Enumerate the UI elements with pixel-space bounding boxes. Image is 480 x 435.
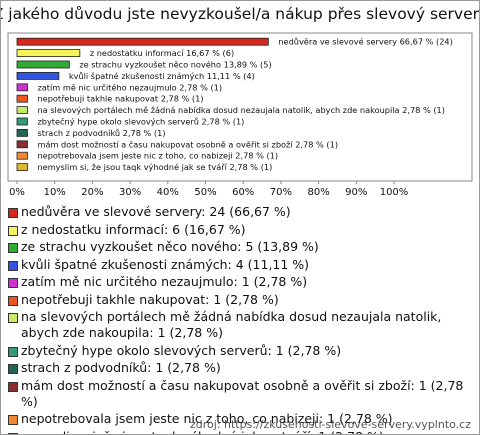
bar-label: nemyslim si, že jsou taqk výhodné jak se…	[37, 162, 272, 172]
bar	[16, 72, 60, 80]
legend-swatch	[8, 346, 18, 357]
bar	[16, 49, 81, 57]
legend-label: ze strachu vyzkoušet něco nového: 5 (13,…	[21, 239, 319, 254]
bar-label: nepotřebuji takhle nakupovat 2,78 % (1)	[37, 94, 203, 104]
bar	[16, 151, 28, 160]
legend-label: na slevových portálech mě žádná nabídka …	[21, 309, 442, 340]
legend-label: z nedostatku informací: 6 (16,67 %)	[21, 221, 246, 237]
legend-item: nepotrebovala jsem jeste nic z toho, co …	[7, 411, 471, 427]
legend-item: ze strachu vyzkoušet něco nového: 5 (13,…	[7, 239, 471, 255]
bar-label: zbytečný hype okolo slevových serverů 2,…	[37, 117, 244, 127]
legend-item: nedůvěra ve slevové servery: 24 (66,67 %…	[7, 204, 471, 220]
legend-item: nepotřebuji takhle nakupovat: 1 (2,78 %)	[7, 292, 471, 308]
legend-swatch	[8, 381, 18, 392]
legend-swatch	[8, 278, 18, 288]
x-tick-label: 20%	[81, 187, 103, 198]
x-tick-label: 60%	[232, 187, 254, 198]
legend-label: zatím mě nic určitého nezaujmulo: 1 (2,7…	[21, 274, 308, 289]
bar-label: ze strachu vyzkoušet něco nového 13,89 %…	[79, 60, 271, 70]
legend-label: kvůli špatné zkušenosti známých: 4 (11,1…	[21, 256, 310, 272]
bar	[16, 117, 28, 126]
bar	[16, 83, 28, 92]
x-tick-label: 80%	[307, 187, 329, 198]
legend-item: strach z podvodníků: 1 (2,78 %)	[7, 360, 471, 376]
x-tick-label: 50%	[194, 187, 216, 198]
legend-swatch	[8, 313, 18, 323]
legend-swatch	[8, 225, 18, 236]
legend-swatch	[8, 295, 18, 306]
bar-label: nedůvěra ve slevové servery 66,67 % (24)	[278, 37, 452, 47]
chart-title: Z jakého důvodu jste nevyzkoušel/a nákup…	[1, 5, 479, 23]
legend-label: mám dost možností a času nakupovat osobn…	[21, 377, 464, 409]
bar	[16, 94, 28, 103]
legend-swatch	[8, 243, 18, 253]
legend-item: na slevových portálech mě žádná nabídka …	[7, 309, 471, 341]
legend: nedůvěra ve slevové servery: 24 (66,67 %…	[7, 204, 471, 435]
bar	[16, 128, 28, 137]
legend-item: z nedostatku informací: 6 (16,67 %)	[7, 222, 471, 238]
legend-swatch	[8, 208, 18, 218]
bar	[16, 60, 70, 69]
legend-label: nemyslim si, že jsou taqk výhodné jak se…	[21, 429, 384, 435]
bar-label: z nedostatku informací 16,67 % (6)	[90, 48, 234, 58]
chart: Z jakého důvodu jste nevyzkoušel/a nákup…	[1, 5, 479, 198]
bar	[16, 163, 28, 172]
x-tick-label: 30%	[119, 187, 141, 198]
legend-swatch	[8, 415, 18, 425]
x-tick-label: 100%	[380, 187, 409, 198]
plot-frame	[7, 32, 473, 182]
bar	[16, 140, 28, 149]
bar-label: nepotrebovala jsem jeste nic z toho, co …	[37, 151, 278, 161]
bar-label: strach z podvodníků 2,78 % (1)	[37, 128, 165, 138]
legend-label: nedůvěra ve slevové servery: 24 (66,67 %…	[21, 204, 291, 219]
source: zdroj: https://zkusenosti-slevove-server…	[190, 418, 471, 431]
legend-item: zbytečný hype okolo slevových serverů: 1…	[7, 343, 471, 359]
bar-label: mám dost možností a času nakupovat osobn…	[37, 139, 338, 149]
x-tick-label: 40%	[157, 187, 179, 198]
legend-swatch	[8, 364, 18, 374]
bar-label: zatím mě nic určitého nezaujmulo 2,78 % …	[37, 82, 222, 92]
x-tick-label: 70%	[270, 187, 292, 198]
x-tick-label: 0%	[9, 187, 25, 198]
bar	[16, 37, 269, 46]
bar	[16, 106, 28, 114]
legend-label: nepotrebovala jsem jeste nic z toho, co …	[21, 411, 393, 426]
legend-item: kvůli špatné zkušenosti známých: 4 (11,1…	[7, 257, 471, 273]
legend-swatch	[8, 432, 18, 434]
legend-item: mám dost možností a času nakupovat osobn…	[7, 378, 471, 410]
bar-label: kvůli špatné zkušenosti známých 11,11 % …	[69, 71, 255, 81]
legend-label: strach z podvodníků: 1 (2,78 %)	[21, 360, 221, 375]
legend-item: zatím mě nic určitého nezaujmulo: 1 (2,7…	[7, 274, 471, 290]
legend-label: nepotřebuji takhle nakupovat: 1 (2,78 %)	[21, 291, 279, 307]
x-tick-label: 10%	[44, 187, 66, 198]
x-tick-label: 90%	[345, 187, 367, 198]
legend-swatch	[8, 260, 18, 271]
legend-label: zbytečný hype okolo slevových serverů: 1…	[21, 342, 342, 358]
bar-label: na slevových portálech mě žádná nabídka …	[37, 105, 444, 115]
legend-item: nemyslim si, že jsou taqk výhodné jak se…	[7, 429, 471, 435]
